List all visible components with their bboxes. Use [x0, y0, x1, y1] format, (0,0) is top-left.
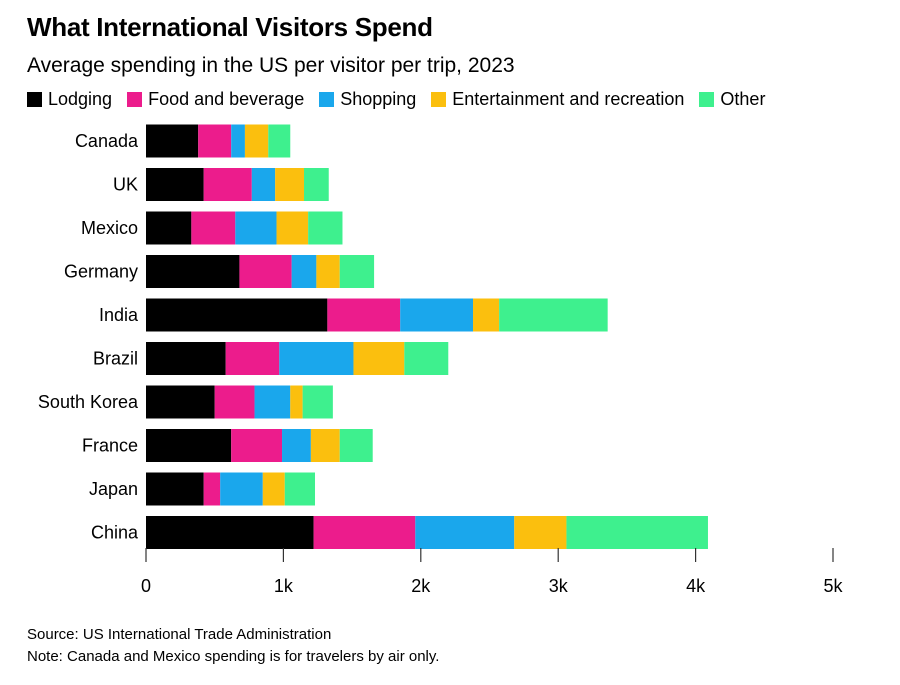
legend-item-entertainment: Entertainment and recreation [431, 89, 684, 110]
legend-swatch-lodging [27, 92, 42, 107]
category-label-japan: Japan [89, 479, 138, 499]
category-label-uk: UK [113, 175, 138, 195]
bar-mexico-entertainment-and-recreation [276, 211, 309, 245]
bar-canada-food-and-beverage [198, 124, 232, 158]
bar-france-other [339, 429, 373, 462]
bar-germany-other [339, 255, 375, 288]
bar-france-entertainment-and-recreation [310, 429, 340, 462]
chart-title: What International Visitors Spend [27, 12, 433, 42]
bar-uk-other [304, 168, 329, 201]
bar-mexico-food-and-beverage [191, 211, 236, 245]
bar-mexico-lodging [146, 211, 192, 245]
bar-uk-entertainment-and-recreation [275, 168, 305, 201]
category-label-germany: Germany [64, 262, 138, 282]
x-tick-label-2k: 2k [411, 576, 431, 596]
bar-japan-lodging [146, 472, 204, 506]
x-tick-label-4k: 4k [686, 576, 706, 596]
legend-swatch-food-and-beverage [127, 92, 143, 107]
legend-swatch-entertainment [431, 92, 447, 107]
legend: Lodging Food and beverage Shopping Enter… [27, 89, 780, 110]
category-label-south-korea: South Korea [38, 392, 139, 412]
bar-germany-lodging [146, 255, 240, 288]
bar-india-entertainment-and-recreation [473, 298, 500, 332]
legend-label-other: Other [720, 89, 766, 109]
bar-south-korea-entertainment-and-recreation [290, 385, 303, 419]
bar-japan-other [284, 472, 316, 506]
bar-brazil-shopping [279, 342, 354, 375]
legend-item-other: Other [699, 89, 765, 110]
category-label-india: India [99, 305, 139, 325]
bar-france-shopping [282, 429, 311, 462]
bar-japan-food-and-beverage [203, 472, 221, 506]
bar-mexico-other [308, 211, 343, 245]
bar-uk-lodging [146, 168, 204, 201]
bar-uk-food-and-beverage [203, 168, 252, 201]
bar-brazil-food-and-beverage [225, 342, 280, 375]
x-tick-label-0: 0 [141, 576, 151, 596]
bar-china-lodging [146, 516, 314, 549]
bar-japan-entertainment-and-recreation [262, 472, 285, 506]
category-label-france: France [82, 436, 138, 456]
legend-swatch-other [699, 92, 715, 107]
bar-china-entertainment-and-recreation [514, 516, 567, 549]
bar-china-shopping [415, 516, 515, 549]
bar-germany-food-and-beverage [239, 255, 292, 288]
x-tick-label-5k: 5k [823, 576, 843, 596]
footnote: Note: Canada and Mexico spending is for … [27, 648, 440, 665]
legend-label-shopping: Shopping [340, 89, 417, 109]
category-label-mexico: Mexico [81, 218, 138, 238]
category-label-canada: Canada [75, 131, 139, 151]
bar-brazil-lodging [146, 342, 226, 375]
bar-mexico-shopping [235, 211, 277, 245]
source-note: Source: US International Trade Administr… [27, 626, 332, 643]
legend-item-shopping: Shopping [319, 89, 416, 110]
bar-canada-lodging [146, 124, 199, 158]
bar-india-shopping [400, 298, 474, 332]
category-label-brazil: Brazil [93, 349, 138, 369]
bar-brazil-entertainment-and-recreation [353, 342, 405, 375]
bar-india-food-and-beverage [327, 298, 401, 332]
legend-item-food-and-beverage: Food and beverage [127, 89, 304, 110]
bar-brazil-other [404, 342, 449, 375]
legend-label-entertainment: Entertainment and recreation [452, 89, 685, 109]
bar-china-other [566, 516, 708, 549]
bar-india-other [499, 298, 608, 332]
bar-south-korea-food-and-beverage [214, 385, 255, 419]
legend-item-lodging: Lodging [27, 89, 112, 110]
bar-germany-shopping [291, 255, 317, 288]
bar-japan-shopping [220, 472, 263, 506]
bar-france-food-and-beverage [231, 429, 283, 462]
bar-canada-entertainment-and-recreation [244, 124, 269, 158]
bar-canada-other [268, 124, 291, 158]
legend-label-food-and-beverage: Food and beverage [148, 89, 305, 109]
bar-south-korea-shopping [254, 385, 291, 419]
chart-subtitle: Average spending in the US per visitor p… [27, 54, 515, 77]
legend-label-lodging: Lodging [48, 89, 113, 109]
bar-south-korea-lodging [146, 385, 215, 419]
bar-india-lodging [146, 298, 328, 332]
x-tick-label-3k: 3k [549, 576, 569, 596]
bar-germany-entertainment-and-recreation [316, 255, 340, 288]
x-tick-label-1k: 1k [274, 576, 294, 596]
bar-south-korea-other [302, 385, 333, 419]
bar-uk-shopping [251, 168, 276, 201]
category-label-china: China [91, 523, 139, 543]
bar-china-food-and-beverage [313, 516, 416, 549]
legend-swatch-shopping [319, 92, 335, 107]
bar-france-lodging [146, 429, 232, 462]
bar-canada-shopping [231, 124, 245, 158]
